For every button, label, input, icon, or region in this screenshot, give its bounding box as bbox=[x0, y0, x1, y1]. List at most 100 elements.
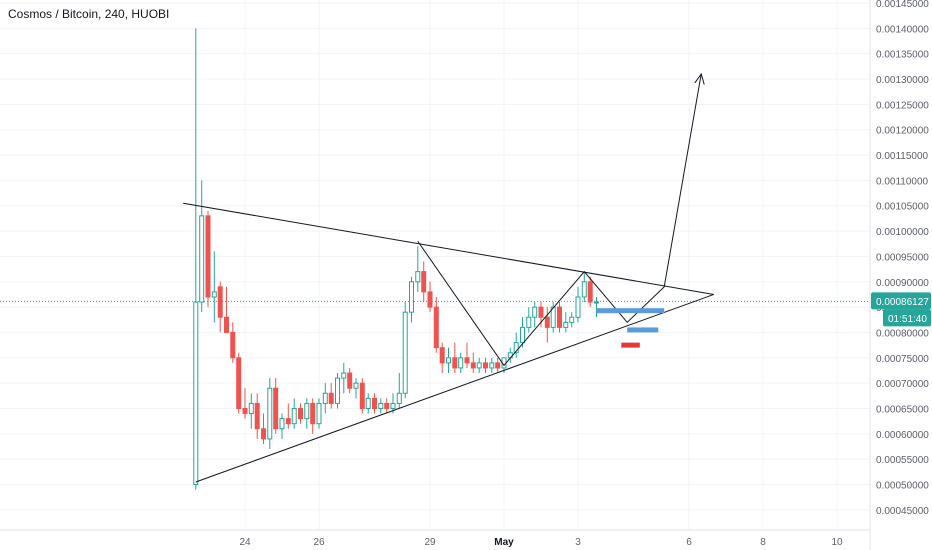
candle bbox=[211, 251, 217, 323]
candle-body bbox=[520, 326, 525, 344]
candle-body bbox=[365, 397, 371, 409]
candle bbox=[359, 378, 365, 414]
candle bbox=[298, 403, 303, 424]
candle-body bbox=[513, 342, 519, 354]
candle bbox=[365, 393, 371, 414]
y-tick-label: 0.00140000 bbox=[876, 24, 929, 35]
candle-body bbox=[464, 357, 470, 364]
drawings bbox=[183, 72, 714, 483]
y-tick-label: 0.00120000 bbox=[876, 126, 929, 137]
candle-body bbox=[322, 392, 328, 404]
candle bbox=[267, 378, 273, 450]
candle-body bbox=[291, 407, 297, 425]
candle-body bbox=[230, 331, 236, 359]
last-price-label: 0.00086127 bbox=[871, 292, 931, 310]
chart-title: Cosmos / Bitcoin, 240, HUOBI bbox=[8, 7, 170, 21]
countdown-text: 01:51:40 bbox=[888, 314, 927, 325]
candle-body bbox=[489, 362, 495, 369]
candle bbox=[563, 312, 569, 333]
candle bbox=[279, 413, 285, 439]
candle bbox=[310, 398, 316, 434]
time-axis: 24 26 29 May 3 6 8 10 bbox=[239, 537, 843, 548]
candle bbox=[489, 357, 495, 374]
y-tick-label: 0.00125000 bbox=[876, 100, 929, 111]
candle-body bbox=[427, 291, 433, 308]
candle bbox=[495, 357, 501, 374]
candle bbox=[372, 393, 377, 414]
y-tick-label: 0.00145000 bbox=[876, 0, 929, 10]
candle-body bbox=[390, 402, 396, 409]
candle bbox=[291, 398, 297, 429]
y-tick-label: 0.00065000 bbox=[876, 404, 929, 415]
candle bbox=[316, 398, 322, 429]
candle bbox=[569, 312, 575, 328]
candle-body bbox=[267, 387, 273, 440]
candle-body bbox=[205, 215, 211, 298]
candle bbox=[427, 281, 433, 313]
candle bbox=[452, 342, 458, 374]
candle bbox=[581, 271, 587, 303]
candle-body bbox=[298, 407, 303, 420]
candle bbox=[402, 302, 408, 399]
y-tick-label: 0.00055000 bbox=[876, 455, 929, 466]
x-tick-label: 6 bbox=[686, 537, 692, 548]
candle-body bbox=[402, 311, 408, 394]
candle-body bbox=[279, 418, 285, 430]
candle-body bbox=[310, 402, 316, 425]
y-tick-label: 0.00095000 bbox=[876, 252, 929, 263]
price-axis: 0.00145000 0.00140000 0.00135000 0.00130000… bbox=[876, 0, 929, 517]
candle-body bbox=[476, 362, 482, 369]
candle bbox=[464, 342, 470, 368]
grid-lines bbox=[0, 0, 870, 530]
candle-body bbox=[439, 347, 445, 364]
candle bbox=[396, 373, 402, 409]
candle bbox=[347, 367, 353, 394]
candle-body bbox=[452, 357, 458, 369]
candle-body bbox=[242, 407, 248, 415]
candle-body bbox=[224, 316, 229, 333]
candle-body bbox=[538, 306, 544, 318]
candle-body bbox=[248, 402, 254, 415]
candle-body bbox=[421, 271, 427, 293]
candle-body bbox=[217, 286, 223, 318]
candle bbox=[587, 276, 593, 308]
price-labels: 0.00086127 01:51:40 bbox=[871, 292, 931, 327]
candle-body bbox=[544, 316, 550, 328]
y-tick-label: 0.00050000 bbox=[876, 481, 929, 492]
y-tick-label: 0.00105000 bbox=[876, 202, 929, 213]
candle bbox=[217, 281, 223, 333]
stop-zone-red bbox=[621, 342, 640, 348]
y-tick-label: 0.00080000 bbox=[876, 328, 929, 339]
x-tick-label: 8 bbox=[760, 537, 766, 548]
candle-body bbox=[347, 372, 353, 389]
x-tick-label: 10 bbox=[831, 537, 843, 548]
candle bbox=[421, 261, 427, 303]
candle bbox=[248, 393, 254, 429]
y-tick-label: 0.00135000 bbox=[876, 50, 929, 61]
candle-body bbox=[353, 382, 359, 389]
candle-body bbox=[211, 291, 217, 298]
candle-body bbox=[378, 402, 384, 409]
y-tick-label: 0.00045000 bbox=[876, 506, 929, 517]
candle bbox=[285, 403, 291, 429]
y-tick-label: 0.00110000 bbox=[876, 176, 929, 187]
x-tick-label: 3 bbox=[575, 537, 581, 548]
candle bbox=[446, 347, 451, 374]
candle-body bbox=[273, 387, 279, 430]
triangle-lower-trendline bbox=[195, 293, 714, 483]
zigzag-projection-path bbox=[417, 73, 702, 367]
candle bbox=[513, 332, 519, 358]
candle-body bbox=[236, 357, 242, 409]
candle-body bbox=[563, 321, 569, 328]
y-tick-label: 0.00090000 bbox=[876, 278, 929, 289]
candle-body bbox=[396, 392, 402, 404]
candle bbox=[230, 322, 236, 363]
x-tick-label: May bbox=[494, 537, 514, 548]
y-tick-label: 0.00130000 bbox=[876, 75, 929, 86]
candle bbox=[193, 28, 199, 490]
candle-body bbox=[335, 377, 340, 404]
last-price-badge bbox=[871, 292, 931, 310]
candle bbox=[205, 210, 211, 308]
candle-body bbox=[415, 271, 421, 283]
